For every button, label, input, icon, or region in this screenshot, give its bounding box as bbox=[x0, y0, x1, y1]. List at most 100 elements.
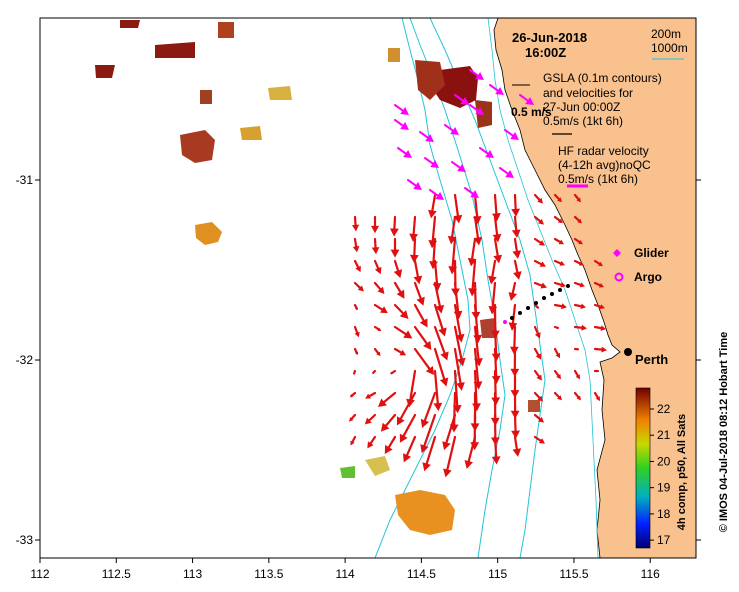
hf-vector-106 bbox=[533, 369, 542, 381]
hf-vector-17 bbox=[533, 215, 544, 225]
hf-vector-44 bbox=[593, 259, 603, 267]
hf-vector-3 bbox=[492, 193, 501, 222]
hf-vector-135 bbox=[384, 435, 397, 455]
hf-vector-93 bbox=[533, 347, 541, 360]
gsla-vector-15 bbox=[489, 84, 504, 95]
x-tick-label-6: 115 bbox=[488, 567, 507, 581]
colorbar-tick-label-4: 18 bbox=[657, 507, 671, 521]
hf-vector-108 bbox=[573, 369, 580, 380]
x-tick-label-8: 116 bbox=[641, 567, 660, 581]
hf-vector-131 bbox=[511, 413, 520, 439]
perth-label: Perth bbox=[635, 352, 668, 367]
hf-vector-8 bbox=[352, 215, 360, 232]
perth-marker bbox=[624, 348, 632, 356]
colorbar-tick-label-0: 22 bbox=[657, 402, 671, 416]
gsla-legend-2: and velocities for bbox=[543, 86, 633, 100]
colorbar-gradient bbox=[635, 387, 651, 549]
hf-vector-31 bbox=[573, 237, 583, 245]
argo-icon bbox=[614, 272, 624, 282]
hf-vector-80 bbox=[533, 325, 541, 339]
hf-vector-87 bbox=[413, 347, 435, 376]
hf-vector-128 bbox=[442, 413, 457, 451]
hf-vector-33 bbox=[373, 259, 382, 275]
y-axis: -31 -32 -33 bbox=[16, 173, 701, 547]
glider-icon bbox=[613, 249, 621, 257]
hf-vector-142 bbox=[533, 435, 545, 444]
hf-vector-26 bbox=[467, 237, 477, 267]
hf-vector-7 bbox=[573, 193, 581, 203]
hf-vector-95 bbox=[573, 347, 580, 351]
hf-vector-45 bbox=[353, 281, 364, 292]
gsla-vector-2 bbox=[444, 124, 459, 135]
hf-vector-127 bbox=[420, 413, 437, 454]
hf-vector-86 bbox=[393, 347, 407, 356]
gsla-vector-14 bbox=[469, 69, 484, 80]
hf-vector-99 bbox=[390, 369, 397, 375]
hf-vector-49 bbox=[433, 281, 445, 314]
hf-vector-55 bbox=[553, 281, 566, 288]
hf-vector-47 bbox=[393, 281, 405, 299]
hf-vector-20 bbox=[352, 237, 360, 253]
hf-vector-119 bbox=[533, 391, 543, 402]
hf-vector-82 bbox=[573, 324, 587, 331]
gsla-vectors bbox=[394, 69, 534, 200]
hf-vector-40 bbox=[513, 259, 522, 280]
colorbar-label: 4h comp, p50, All Sats bbox=[676, 414, 688, 530]
hf-vector-5 bbox=[533, 193, 543, 204]
hf-vector-15 bbox=[492, 215, 502, 243]
gsla-vector-10 bbox=[429, 189, 444, 200]
hf-vector-94 bbox=[553, 347, 561, 359]
hf-vector-42 bbox=[553, 259, 565, 266]
gsla-vector-17 bbox=[454, 94, 469, 105]
x-tick-label-1: 112.5 bbox=[102, 567, 131, 581]
hf-vector-85 bbox=[373, 347, 381, 357]
hf-vector-132 bbox=[533, 413, 544, 423]
hf-vector-62 bbox=[433, 303, 447, 337]
x-axis: 112 112.5 113 113.5 114 114.5 115 115.5 116 bbox=[30, 558, 660, 581]
colorbar-tick-label-1: 21 bbox=[657, 428, 671, 442]
gsla-vector-7 bbox=[479, 147, 494, 158]
hf-vector-35 bbox=[413, 259, 423, 285]
colorbar: 22 21 20 19 18 17 4h comp, p50, All Sats bbox=[635, 387, 688, 549]
hf-vector-111 bbox=[365, 391, 377, 399]
hf-vector-54 bbox=[533, 281, 547, 289]
isobath-200m-inner bbox=[487, 18, 599, 558]
hf-vector-28 bbox=[512, 237, 522, 259]
hf-vector-74 bbox=[413, 325, 432, 350]
glider-track bbox=[503, 284, 570, 324]
gsla-vector-16 bbox=[519, 94, 534, 105]
hf-vector-113 bbox=[396, 391, 417, 426]
hf-vector-76 bbox=[453, 325, 466, 367]
hf-vector-57 bbox=[593, 281, 604, 288]
hf-vector-136 bbox=[402, 435, 417, 463]
x-tick-label-4: 114 bbox=[336, 567, 355, 581]
hf-vector-107 bbox=[553, 369, 561, 380]
hf-vector-140 bbox=[491, 435, 501, 465]
hf-vector-121 bbox=[573, 391, 581, 401]
gsla-vector-11 bbox=[464, 187, 479, 198]
hf-vector-58 bbox=[353, 303, 358, 311]
plot-frame bbox=[39, 17, 697, 559]
hf-vector-9 bbox=[370, 215, 380, 234]
hf-vector-23 bbox=[409, 237, 419, 263]
hf-vector-43 bbox=[573, 259, 584, 266]
hf-scale: 0.5m/s (1kt 6h) bbox=[558, 172, 638, 186]
colorbar-tick-label-5: 17 bbox=[657, 533, 671, 547]
isobath-200-label: 200m bbox=[651, 27, 681, 41]
hf-vector-75 bbox=[433, 325, 449, 361]
hf-vector-134 bbox=[367, 435, 377, 449]
hf-vector-0 bbox=[428, 193, 437, 219]
hf-radar-vectors bbox=[349, 193, 607, 478]
hf-vector-69 bbox=[573, 303, 586, 310]
hf-vector-18 bbox=[553, 215, 563, 224]
hf-vector-21 bbox=[371, 237, 380, 255]
hf-vector-13 bbox=[447, 215, 457, 245]
hf-vector-112 bbox=[377, 391, 397, 408]
hf-vector-88 bbox=[433, 347, 449, 387]
gsla-vector-1 bbox=[419, 131, 434, 142]
gsla-legend-1: GSLA (0.1m contours) bbox=[543, 71, 662, 85]
hf-vector-133 bbox=[350, 435, 357, 446]
gsla-vector-0 bbox=[394, 119, 409, 130]
x-tick-label-5: 114.5 bbox=[407, 567, 436, 581]
